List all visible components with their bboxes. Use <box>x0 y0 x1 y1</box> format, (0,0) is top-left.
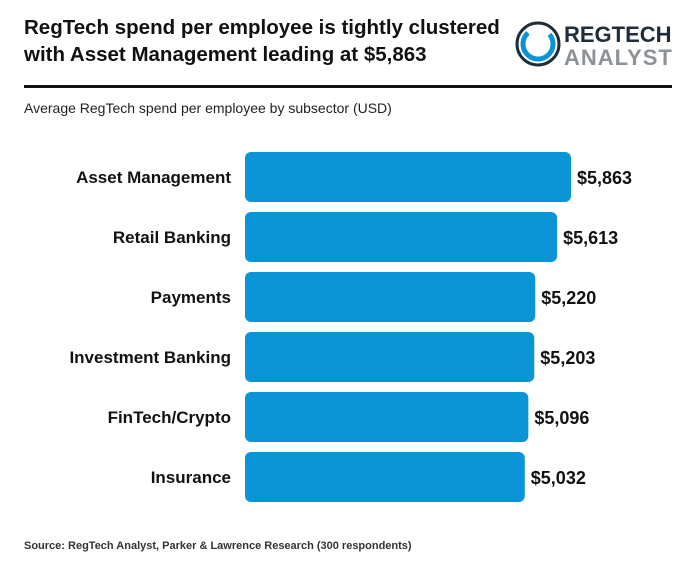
chart-title-line-2: with Asset Management leading at $5,863 <box>24 43 427 66</box>
header-divider <box>24 85 672 88</box>
logo-ring-outer <box>515 21 561 67</box>
logo-word-analyst: ANALYST <box>564 45 673 70</box>
category-label: FinTech/Crypto <box>108 408 231 427</box>
chart-title: RegTech spend per employee is tightly cl… <box>24 14 514 68</box>
category-label: Investment Banking <box>69 348 231 367</box>
bar-insurance <box>245 452 525 502</box>
source-note: Source: RegTech Analyst, Parker & Lawren… <box>24 540 412 552</box>
category-label: Insurance <box>151 468 231 487</box>
value-label: $5,863 <box>577 168 632 188</box>
value-label: $5,032 <box>531 468 586 488</box>
category-label: Payments <box>151 288 231 307</box>
logo-graphic: REGTECH ANALYST <box>515 21 673 70</box>
category-label: Asset Management <box>76 168 231 187</box>
category-label: Retail Banking <box>113 228 231 247</box>
value-label: $5,203 <box>540 348 595 368</box>
chart-title-line-1: RegTech spend per employee is tightly cl… <box>24 16 500 39</box>
value-label: $5,613 <box>563 228 618 248</box>
bar-chart: Asset Management $5,863 Retail Banking $5,6… <box>69 152 632 502</box>
bar-fintech-crypto <box>245 392 529 442</box>
value-label: $5,096 <box>534 408 589 428</box>
bar-investment-banking <box>245 332 535 382</box>
chart-subtitle: Average RegTech spend per employee by su… <box>24 100 392 116</box>
bar-asset-management <box>245 152 571 202</box>
bar-payments <box>245 272 536 322</box>
bar-retail-banking <box>245 212 558 262</box>
regtech-analyst-logo: REGTECH ANALYST <box>512 16 682 72</box>
value-label: $5,220 <box>541 288 596 308</box>
logo-word-regtech: REGTECH <box>564 22 672 47</box>
